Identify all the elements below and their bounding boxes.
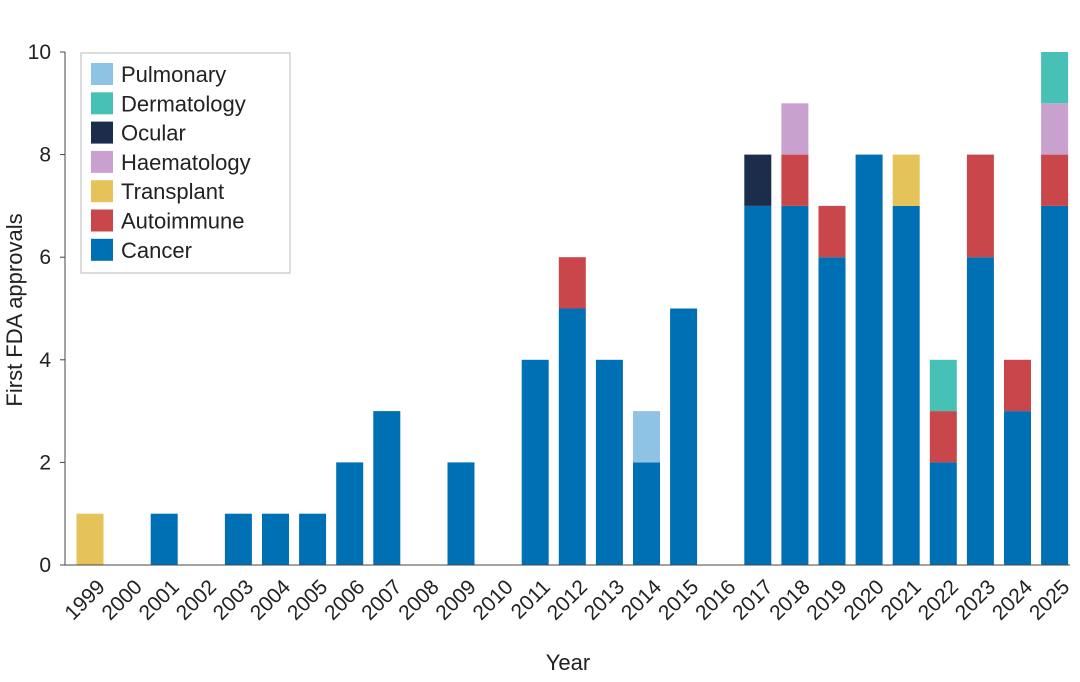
bar-cancer-2003 — [224, 513, 252, 565]
legend-swatch-haematology — [91, 150, 113, 173]
x-tick-label-2019: 2019 — [802, 575, 851, 624]
y-axis-title: First FDA approvals — [2, 213, 27, 406]
x-tick-label-1999: 1999 — [60, 575, 109, 624]
y-tick-label-10: 10 — [28, 41, 51, 64]
x-tick-label-2024: 2024 — [988, 575, 1038, 625]
bar-haematology-2018 — [781, 103, 809, 155]
x-tick-label-2017: 2017 — [728, 575, 777, 624]
x-tick-label-2010: 2010 — [469, 575, 518, 624]
bar-autoimmune-2024 — [1004, 359, 1031, 412]
y-tick-label-0: 0 — [39, 554, 51, 577]
bar-autoimmune-2018 — [781, 154, 809, 206]
x-tick-label-2014: 2014 — [617, 575, 667, 625]
x-tick-label-2021: 2021 — [877, 575, 926, 624]
x-tick-label-2004: 2004 — [246, 575, 296, 625]
legend-label-cancer: Cancer — [121, 238, 192, 263]
x-tick-label-2000: 2000 — [98, 575, 147, 624]
x-tick-label-2009: 2009 — [431, 575, 480, 624]
x-tick-label-2001: 2001 — [135, 575, 184, 624]
bar-cancer-2023 — [966, 257, 994, 565]
bar-autoimmune-2012 — [558, 257, 586, 309]
bar-cancer-2001 — [150, 513, 178, 565]
bar-cancer-2025 — [1041, 205, 1069, 565]
x-tick-label-2015: 2015 — [654, 575, 703, 624]
bar-cancer-2004 — [262, 513, 289, 565]
bar-pulmonary-2014 — [633, 411, 660, 463]
y-tick-label-4: 4 — [39, 349, 51, 372]
x-axis-title: Year — [546, 650, 590, 675]
x-tick-label-2008: 2008 — [394, 575, 443, 624]
bar-cancer-2019 — [818, 257, 846, 565]
legend-label-autoimmune: Autoimmune — [121, 209, 245, 234]
bar-dermatology-2022 — [929, 359, 957, 412]
legend-swatch-dermatology — [91, 92, 113, 115]
legend-box — [80, 52, 291, 274]
y-tick-label-2: 2 — [39, 451, 51, 474]
legend-swatch-pulmonary — [91, 63, 113, 85]
bar-haematology-2025 — [1041, 103, 1069, 155]
bars-layer — [76, 52, 1069, 565]
x-tick-label-2006: 2006 — [320, 575, 369, 624]
legend-swatch-autoimmune — [91, 209, 113, 232]
y-tick-label-8: 8 — [39, 144, 51, 167]
bar-cancer-2015 — [670, 308, 698, 565]
bar-cancer-2012 — [558, 308, 586, 565]
bar-transplant-2021 — [892, 154, 920, 206]
x-tick-label-2013: 2013 — [580, 575, 629, 624]
x-tick-label-2018: 2018 — [765, 575, 814, 624]
bar-transplant-1999 — [76, 513, 104, 565]
bar-cancer-2020 — [855, 154, 883, 565]
legend-swatch-ocular — [91, 121, 113, 144]
x-tick-label-2023: 2023 — [951, 575, 1000, 624]
bar-autoimmune-2019 — [818, 205, 846, 258]
bar-cancer-2018 — [781, 205, 809, 565]
y-tick-label-6: 6 — [39, 246, 51, 269]
legend-swatch-cancer — [91, 238, 113, 261]
legend-label-ocular: Ocular — [121, 121, 186, 146]
bar-cancer-2014 — [633, 462, 660, 565]
x-tick-label-2025: 2025 — [1025, 575, 1074, 624]
bar-cancer-2022 — [929, 462, 957, 565]
bar-autoimmune-2022 — [929, 411, 957, 463]
legend-label-dermatology: Dermatology — [121, 91, 246, 116]
x-tick-label-2002: 2002 — [172, 575, 221, 624]
bar-cancer-2024 — [1004, 411, 1031, 565]
legend-label-haematology: Haematology — [121, 150, 251, 175]
x-tick-label-2022: 2022 — [914, 575, 963, 624]
x-tick-label-2012: 2012 — [543, 575, 592, 624]
x-tick-label-2005: 2005 — [283, 575, 332, 624]
legend: Pulmonary Dermatology Ocular Haematology Tra… — [80, 52, 291, 274]
bar-cancer-2013 — [595, 359, 623, 565]
bar-cancer-2005 — [299, 513, 327, 565]
x-tick-label-2020: 2020 — [840, 575, 889, 624]
legend-label-transplant: Transplant — [121, 179, 224, 204]
x-tick-label-2016: 2016 — [691, 575, 740, 624]
bar-cancer-2007 — [373, 411, 401, 565]
bar-cancer-2017 — [744, 205, 772, 565]
x-tick-label-2007: 2007 — [357, 575, 406, 624]
bar-autoimmune-2025 — [1041, 154, 1069, 206]
bar-ocular-2017 — [744, 154, 772, 206]
legend-label-pulmonary: Pulmonary — [121, 62, 226, 87]
bar-cancer-2021 — [892, 205, 920, 565]
x-tick-label-2003: 2003 — [209, 575, 258, 624]
legend-swatch-transplant — [91, 180, 113, 203]
bar-autoimmune-2023 — [966, 154, 994, 258]
bar-cancer-2011 — [521, 359, 549, 565]
bar-cancer-2009 — [447, 462, 475, 565]
x-tick-label-2011: 2011 — [507, 575, 555, 623]
bar-cancer-2006 — [336, 462, 364, 565]
bar-dermatology-2025 — [1041, 52, 1069, 104]
axes-layer — [60, 51, 1070, 566]
